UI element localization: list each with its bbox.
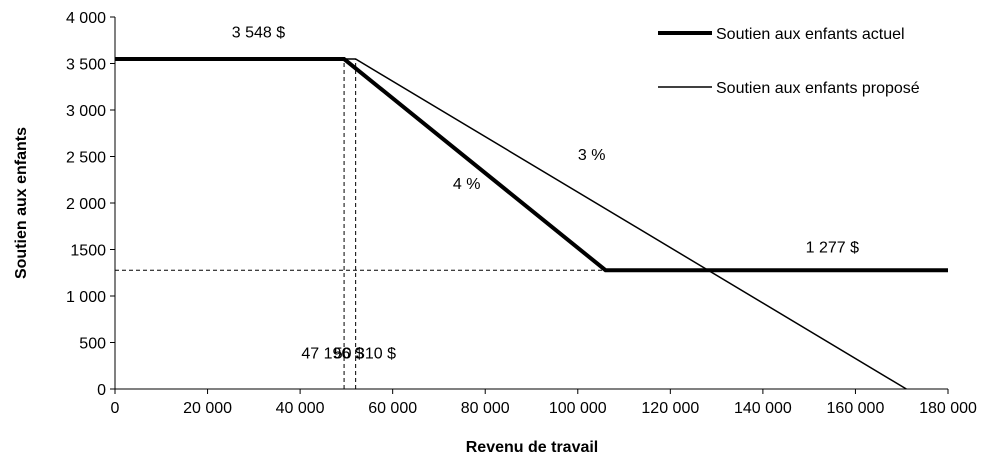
annotation-label: 3 % [578, 147, 606, 164]
reference-lines [115, 59, 606, 389]
y-tick-label: 3 000 [66, 103, 106, 120]
y-tick-label: 1500 [70, 243, 106, 260]
series-line-proposed [115, 58, 907, 390]
annotation-label: 50 310 $ [334, 345, 396, 362]
annotations: 3 548 $ 4 % 3 % 1 277 $ 47 196 $50 310 $ [232, 24, 859, 362]
x-tick-label: 180 000 [919, 400, 977, 417]
legend: Soutien aux enfants actuel Soutien aux e… [658, 26, 920, 97]
annotation-label: 1 277 $ [806, 239, 859, 256]
y-tick-label: 1 000 [66, 289, 106, 306]
annotation-label: 3 548 $ [232, 24, 285, 41]
annotation-label: 4 % [453, 176, 481, 193]
y-tick-label: 3 500 [66, 57, 106, 74]
y-tick-label: 500 [79, 336, 106, 353]
legend-label-current: Soutien aux enfants actuel [716, 26, 905, 43]
x-ticks: 0 20 000 40 000 60 000 80 000 100 000 120 000 1… [111, 389, 977, 417]
x-tick-label: 100 000 [549, 400, 607, 417]
x-tick-label: 140 000 [734, 400, 792, 417]
y-tick-label: 2 500 [66, 150, 106, 167]
axes: 0 20 000 40 000 60 000 80 000 100 000 120 000 1… [66, 10, 977, 417]
x-tick-label: 120 000 [641, 400, 699, 417]
y-tick-label: 0 [97, 382, 106, 399]
legend-label-proposed: Soutien aux enfants proposé [716, 80, 920, 97]
x-tick-label: 20 000 [183, 400, 232, 417]
y-tick-label: 2 000 [66, 196, 106, 213]
x-tick-label: 60 000 [368, 400, 417, 417]
y-ticks: 0 500 1 000 1500 2 000 2 500 3 000 3 500 4 000 [66, 10, 115, 399]
y-axis-title: Soutien aux enfants [13, 127, 30, 279]
x-tick-label: 0 [111, 400, 120, 417]
x-tick-label: 160 000 [827, 400, 885, 417]
annotation-label: 47 196 $ [301, 345, 363, 362]
x-tick-label: 40 000 [276, 400, 325, 417]
x-axis-title: Revenu de travail [466, 439, 599, 456]
series-layer [115, 57, 948, 390]
x-tick-label: 80 000 [461, 400, 510, 417]
y-tick-label: 4 000 [66, 10, 106, 27]
